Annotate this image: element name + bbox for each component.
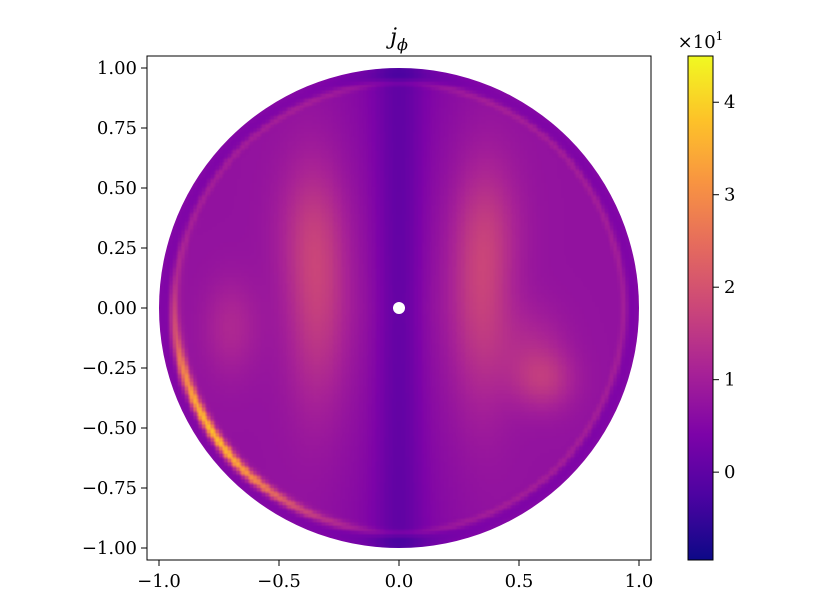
center-marker <box>393 302 405 314</box>
colorbar-axis: 0 1 2 3 4 <box>713 92 735 483</box>
x-axis: −1.0 −0.5 0.0 0.5 1.0 <box>137 560 653 592</box>
colorbar-tick-label: 3 <box>724 185 735 206</box>
x-tick-label: −0.5 <box>257 571 301 592</box>
colorbar-scale-base: ×10 <box>678 32 716 53</box>
colorbar-scale-exponent: 1 <box>716 29 724 43</box>
colorbar-gradient <box>687 55 714 561</box>
x-tick-label: 0.0 <box>385 571 414 592</box>
y-tick-label: −0.50 <box>82 418 137 439</box>
title-main: j <box>385 25 397 50</box>
y-tick-label: 0.75 <box>97 118 137 139</box>
colorbar-tick-label: 0 <box>724 462 735 483</box>
colorbar-scale-label: ×101 <box>678 29 724 53</box>
title-subscript: ϕ <box>397 35 408 54</box>
y-tick-label: −0.75 <box>82 478 137 499</box>
y-axis: 1.00 0.75 0.50 0.25 0.00 −0.25 −0.50 −0.75 −1.00 <box>82 58 147 559</box>
y-tick-label: 0.50 <box>97 178 137 199</box>
y-tick-label: 1.00 <box>97 58 137 79</box>
colorbar-tick-label: 2 <box>724 277 735 298</box>
y-tick-label: −1.00 <box>82 538 137 559</box>
plot-area: −1.0 −0.5 0.0 0.5 1.0 1.00 0.75 0.50 0.25 0.00 −0… <box>82 55 653 592</box>
x-tick-label: 1.0 <box>625 571 654 592</box>
y-tick-label: 0.25 <box>97 238 137 259</box>
y-tick-label: 0.00 <box>97 298 137 319</box>
x-tick-label: 0.5 <box>505 571 534 592</box>
colorbar-tick-label: 1 <box>724 370 735 391</box>
x-tick-label: −1.0 <box>137 571 181 592</box>
colorbar-tick-label: 4 <box>724 92 735 113</box>
y-tick-label: −0.25 <box>82 358 137 379</box>
chart-title: jϕ <box>385 25 408 54</box>
